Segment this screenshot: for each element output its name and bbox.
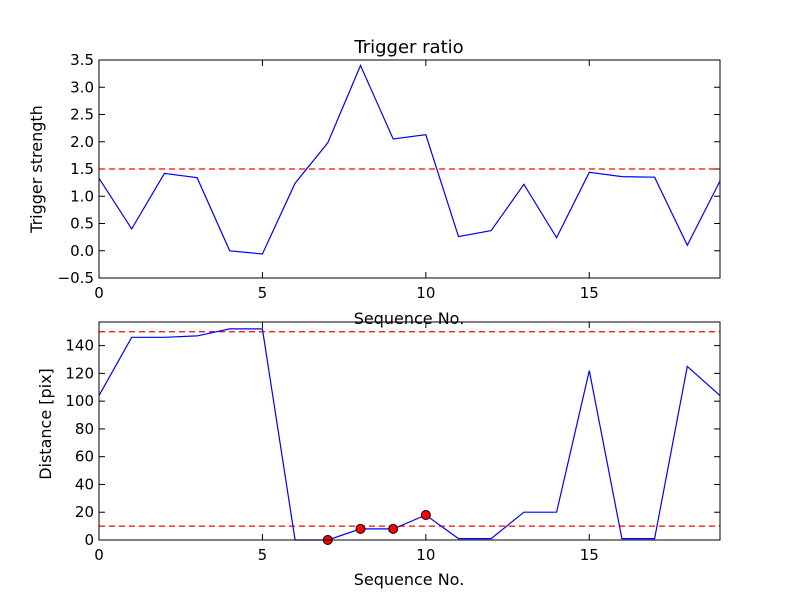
- y-tick-label: 1.5: [70, 160, 94, 178]
- y-ticks: 0 20 40 60 80 100 120 140: [65, 337, 720, 549]
- y-tick-label: 140: [65, 337, 94, 355]
- plot-frame: [98, 59, 721, 279]
- x-ticks: 0 5 10 15: [94, 322, 599, 564]
- x-tick-label: 15: [580, 284, 599, 302]
- x-axis-label: Sequence No.: [354, 309, 465, 328]
- y-tick-label: 1.0: [70, 187, 94, 205]
- y-axis-label: Distance [pix]: [36, 368, 55, 480]
- y-tick-label: 0: [84, 531, 94, 549]
- x-axis-label: Sequence No.: [354, 570, 465, 589]
- series-line: [98, 63, 721, 255]
- x-tick-label: 10: [416, 546, 435, 564]
- distance-chart: 0 5 10 15 0 20 40 60 80 100 120 140 Sequence No. D…: [36, 321, 721, 589]
- x-tick-label: 0: [94, 546, 104, 564]
- x-tick-label: 0: [94, 284, 104, 302]
- trigger-ratio-chart: Trigger ratio 0 5 10 15 −0.5 0.0 0.5 1.0 1.5 2.0…: [27, 37, 721, 328]
- series-group: [98, 63, 721, 255]
- x-tick-label: 10: [416, 284, 435, 302]
- y-tick-label: 20: [75, 503, 94, 521]
- data-point-marker: [388, 523, 399, 534]
- chart-title: Trigger ratio: [353, 37, 463, 58]
- y-tick-label: 0.0: [70, 242, 94, 260]
- x-ticks: 0 5 10 15: [94, 60, 599, 302]
- y-tick-label: 40: [75, 475, 94, 493]
- data-point-marker: [420, 510, 431, 521]
- y-tick-label: 60: [75, 448, 94, 466]
- x-tick-label: 15: [580, 546, 599, 564]
- plot-frame: [98, 321, 721, 541]
- y-tick-label: 0.5: [70, 215, 94, 233]
- x-tick-label: 5: [258, 546, 268, 564]
- y-tick-label: −0.5: [58, 269, 94, 287]
- threshold-lines: [99, 331, 720, 527]
- y-tick-label: 80: [75, 420, 94, 438]
- y-tick-label: 100: [65, 392, 94, 410]
- y-tick-label: 3.5: [70, 51, 94, 69]
- y-tick-label: 120: [65, 364, 94, 382]
- y-tick-label: 3.0: [70, 78, 94, 96]
- y-axis-label: Trigger strength: [27, 105, 46, 234]
- x-tick-label: 5: [258, 284, 268, 302]
- marker-group: [322, 510, 431, 545]
- y-tick-label: 2.5: [70, 106, 94, 124]
- y-tick-label: 2.0: [70, 133, 94, 151]
- series-line: [98, 328, 721, 541]
- data-point-marker: [355, 523, 366, 534]
- series-group: [98, 328, 721, 541]
